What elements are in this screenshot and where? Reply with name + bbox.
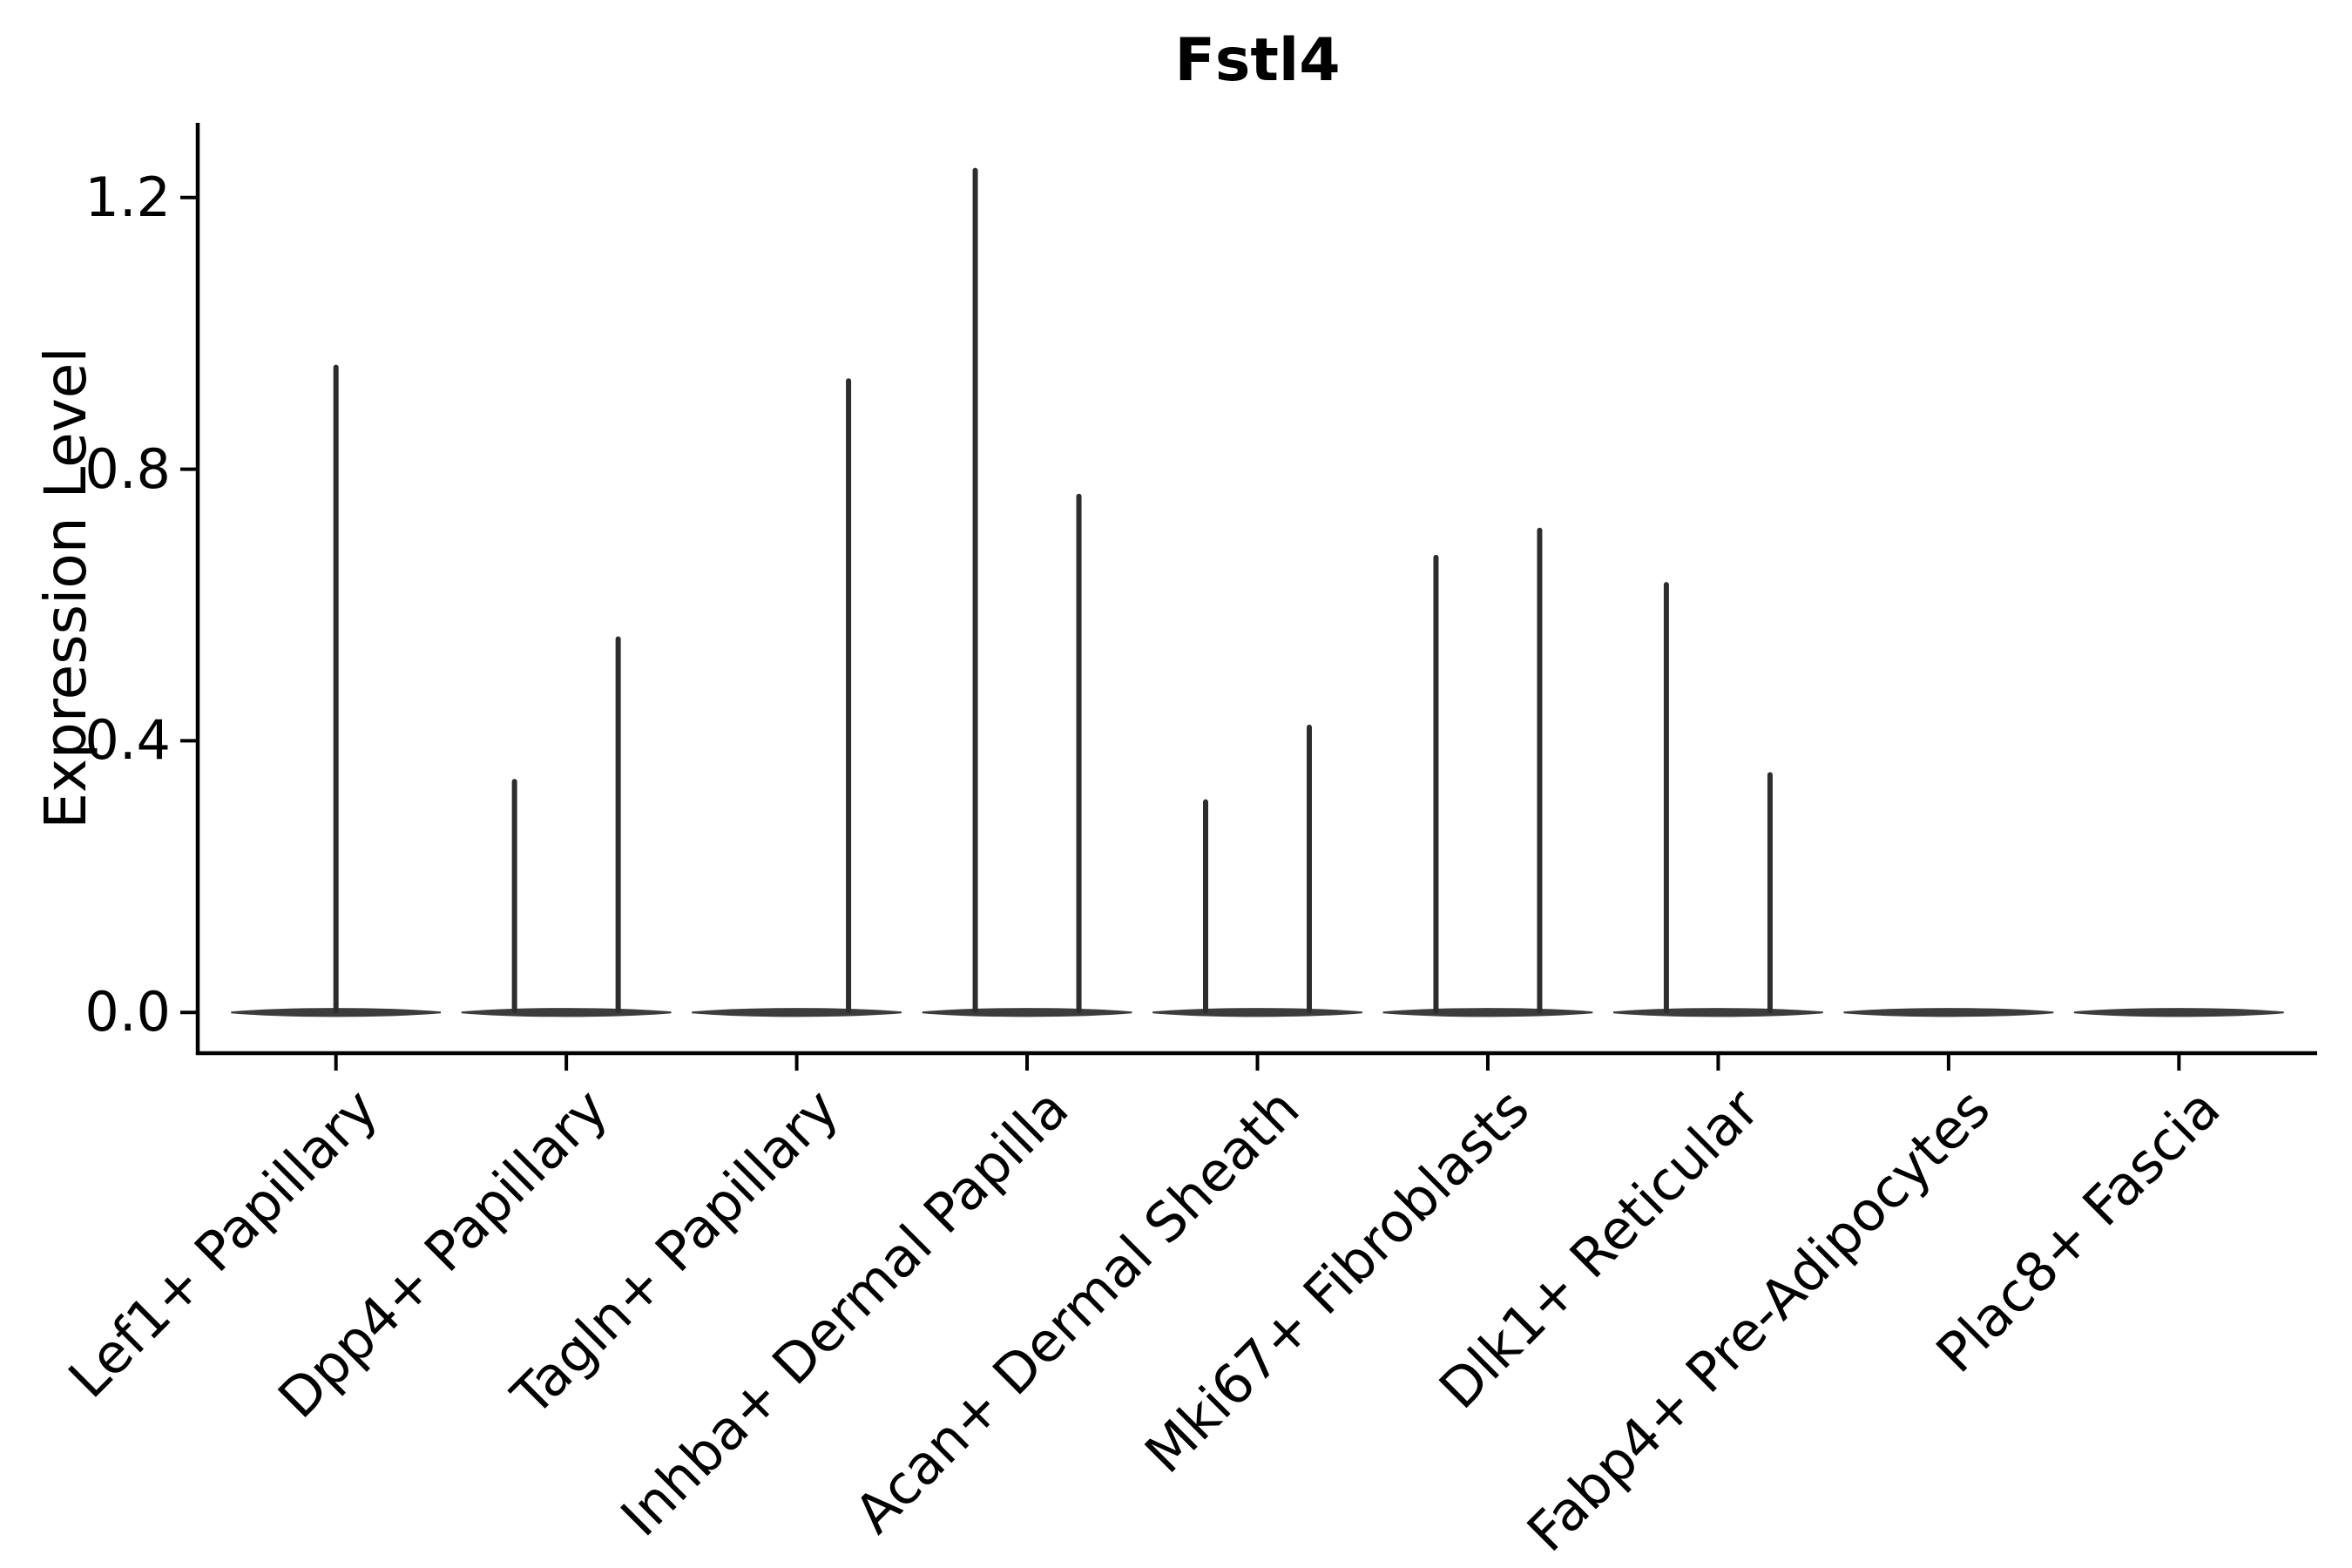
y-tick-label: 0.4 — [84, 708, 171, 773]
y-tick-label: 0.8 — [84, 436, 171, 501]
violin-group — [2073, 1008, 2284, 1017]
chart-title: Fstl4 — [1174, 26, 1341, 95]
violin-group — [461, 636, 672, 1017]
violin-zero-baseline — [2073, 1008, 2284, 1017]
violin-group — [1843, 1008, 2054, 1017]
violin-zero-baseline — [692, 1008, 902, 1017]
violin-zero-baseline — [922, 1008, 1132, 1017]
violin-group — [1382, 527, 1593, 1017]
violin-group — [922, 167, 1132, 1017]
y-tick-label: 1.2 — [84, 165, 171, 229]
violin-zero-baseline — [1613, 1008, 1823, 1017]
violin-group — [692, 378, 902, 1017]
violin-zero-baseline — [1152, 1008, 1362, 1017]
violin-group — [1152, 724, 1362, 1017]
y-tick-label: 0.0 — [84, 980, 171, 1044]
violin-zero-baseline — [1843, 1008, 2054, 1017]
violin-zero-baseline — [1382, 1008, 1593, 1017]
violin-zero-baseline — [461, 1008, 672, 1017]
violin-group — [231, 364, 442, 1017]
violin-group — [1613, 582, 1823, 1017]
